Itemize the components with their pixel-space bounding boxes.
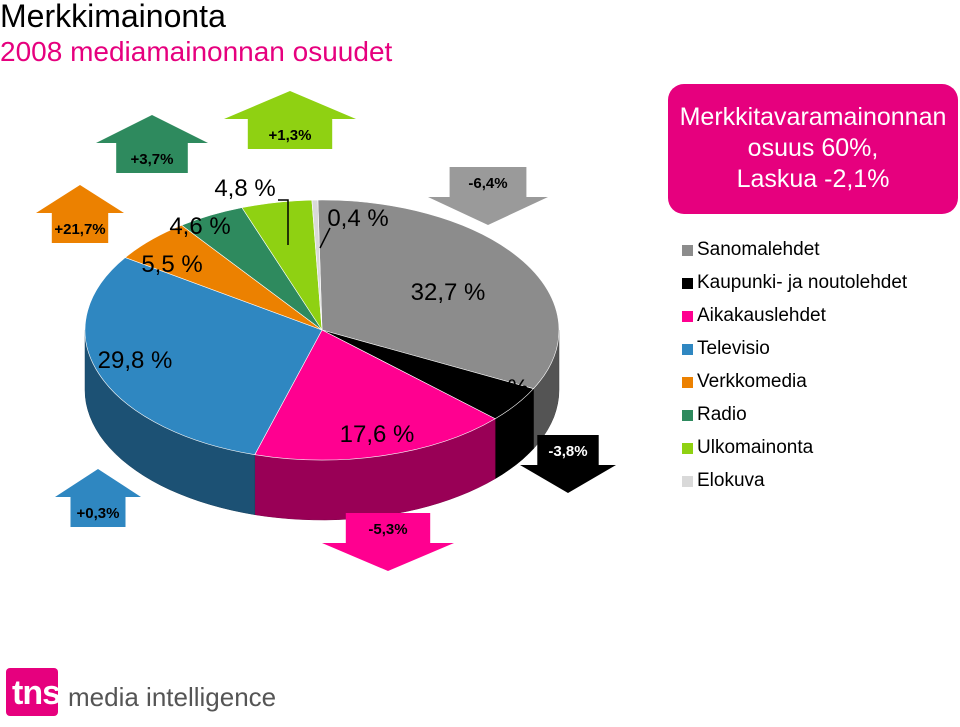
legend-label: Verkkomedia [697,371,807,392]
legend-swatch [682,443,693,454]
logo-text: media intelligence [68,682,277,712]
arrow-shape [36,185,124,243]
arrow-shape [322,513,454,571]
arrow-shape [224,91,356,149]
slice-value-label: 32,7 % [411,279,486,306]
pie-slice [84,257,323,455]
change-label: -6,4% [468,175,507,192]
callout-line-2: osuus 60%, [747,134,879,162]
change-arrow-down: -3,8% [520,435,616,493]
page-subtitle: 2008 mediamainonnan osuudet [0,36,393,67]
arrow-shape [428,167,548,225]
legend-label: Aikakauslehdet [697,305,826,326]
change-arrow-up: +21,7% [36,185,124,243]
legend-swatch [682,410,693,421]
legend-swatch [682,377,693,388]
legend-swatch [682,311,693,322]
leader-line [278,199,289,245]
slice-value-label: 5,5 % [141,251,202,278]
slice-value-label: 0,4 % [327,205,388,232]
callout-line-3: Laskua -2,1% [736,165,890,193]
page-title: Merkkimainonta [0,0,226,34]
arrow-shape [55,469,141,527]
slice-value-label: 4,6 % [169,213,230,240]
legend-label: Radio [697,404,747,425]
logo-wordmark: tns [12,674,61,712]
change-label: +1,3% [269,127,312,144]
slice-value-label: 17,6 % [340,421,415,448]
legend-swatch [682,278,693,289]
tns-logo-mark: tns [6,668,61,716]
slice-value-label: 4,8 % [214,175,275,202]
change-label: +21,7% [54,221,105,238]
legend-label: Sanomalehdet [697,239,820,260]
brand-share-callout: Merkkitavaramainonnan osuus 60%, Laskua … [668,84,958,214]
change-label: +3,7% [131,151,174,168]
arrow-shape [96,115,208,173]
leader-line [319,227,331,249]
legend-label: Kaupunki- ja noutolehdet [697,272,908,293]
change-arrow-down: -5,3% [322,513,454,571]
callout-line-1: Merkkitavaramainonnan [679,103,947,131]
change-label: +0,3% [77,505,120,522]
legend-label: Televisio [697,338,770,359]
change-arrow-up: +0,3% [55,469,141,527]
legend-swatch [682,476,693,487]
pie-slice [317,199,560,390]
arrow-shape [520,435,616,493]
pie-slice [311,199,323,331]
pie-slice [254,329,496,461]
change-arrow-up: +3,7% [96,115,208,173]
legend-swatch [682,344,693,355]
pie-tops [84,199,560,461]
legend-swatch [682,245,693,256]
legend-label: Elokuva [697,470,765,491]
change-label: -3,8% [548,443,587,460]
change-label: -5,3% [368,521,407,538]
pie-sides [84,329,560,521]
legend-label: Ulkomainonta [697,437,814,458]
change-arrow-up: +1,3% [224,91,356,149]
slice-value-label: 4,5 % [467,375,528,402]
slice-value-label: 29,8 % [98,347,173,374]
change-arrow-down: -6,4% [428,167,548,225]
